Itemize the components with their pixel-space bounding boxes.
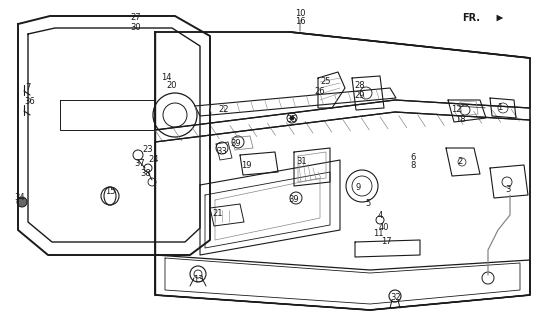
Text: 26: 26 — [315, 87, 325, 97]
Text: 3: 3 — [505, 186, 511, 195]
Text: 10: 10 — [295, 10, 305, 19]
Text: 19: 19 — [240, 161, 251, 170]
Text: 39: 39 — [231, 140, 242, 148]
Text: 9: 9 — [356, 183, 360, 193]
Text: 29: 29 — [355, 92, 365, 100]
Text: 11: 11 — [373, 229, 383, 238]
Text: 4: 4 — [377, 212, 383, 220]
Text: 36: 36 — [25, 98, 36, 107]
Text: 33: 33 — [217, 148, 228, 156]
Text: 38: 38 — [140, 170, 151, 179]
Text: 32: 32 — [391, 293, 401, 302]
Text: 6: 6 — [410, 154, 416, 163]
Text: 5: 5 — [365, 199, 371, 209]
Text: 13: 13 — [193, 276, 203, 284]
Text: 40: 40 — [379, 223, 390, 233]
Circle shape — [17, 197, 27, 207]
Text: 16: 16 — [295, 18, 305, 27]
Text: 37: 37 — [134, 159, 145, 169]
Text: 31: 31 — [296, 157, 307, 166]
Text: 15: 15 — [105, 188, 115, 196]
Text: 20: 20 — [167, 82, 177, 91]
Text: 2: 2 — [457, 157, 463, 166]
Text: 18: 18 — [455, 116, 465, 124]
Text: 35: 35 — [287, 116, 298, 124]
Text: 23: 23 — [143, 146, 153, 155]
Text: 25: 25 — [321, 77, 331, 86]
Text: 8: 8 — [410, 162, 416, 171]
Text: 39: 39 — [289, 196, 299, 204]
Text: 24: 24 — [148, 156, 159, 164]
Text: 22: 22 — [219, 106, 229, 115]
Text: 21: 21 — [213, 210, 223, 219]
Text: 28: 28 — [355, 82, 365, 91]
Text: 14: 14 — [161, 74, 171, 83]
Text: 34: 34 — [15, 194, 25, 203]
Text: 1: 1 — [497, 103, 502, 113]
Text: FR.: FR. — [462, 13, 480, 23]
Circle shape — [290, 116, 294, 120]
Text: 12: 12 — [451, 106, 461, 115]
Text: 27: 27 — [131, 13, 141, 22]
Text: 7: 7 — [25, 84, 31, 92]
Text: 30: 30 — [131, 23, 141, 33]
Text: 17: 17 — [381, 237, 391, 246]
